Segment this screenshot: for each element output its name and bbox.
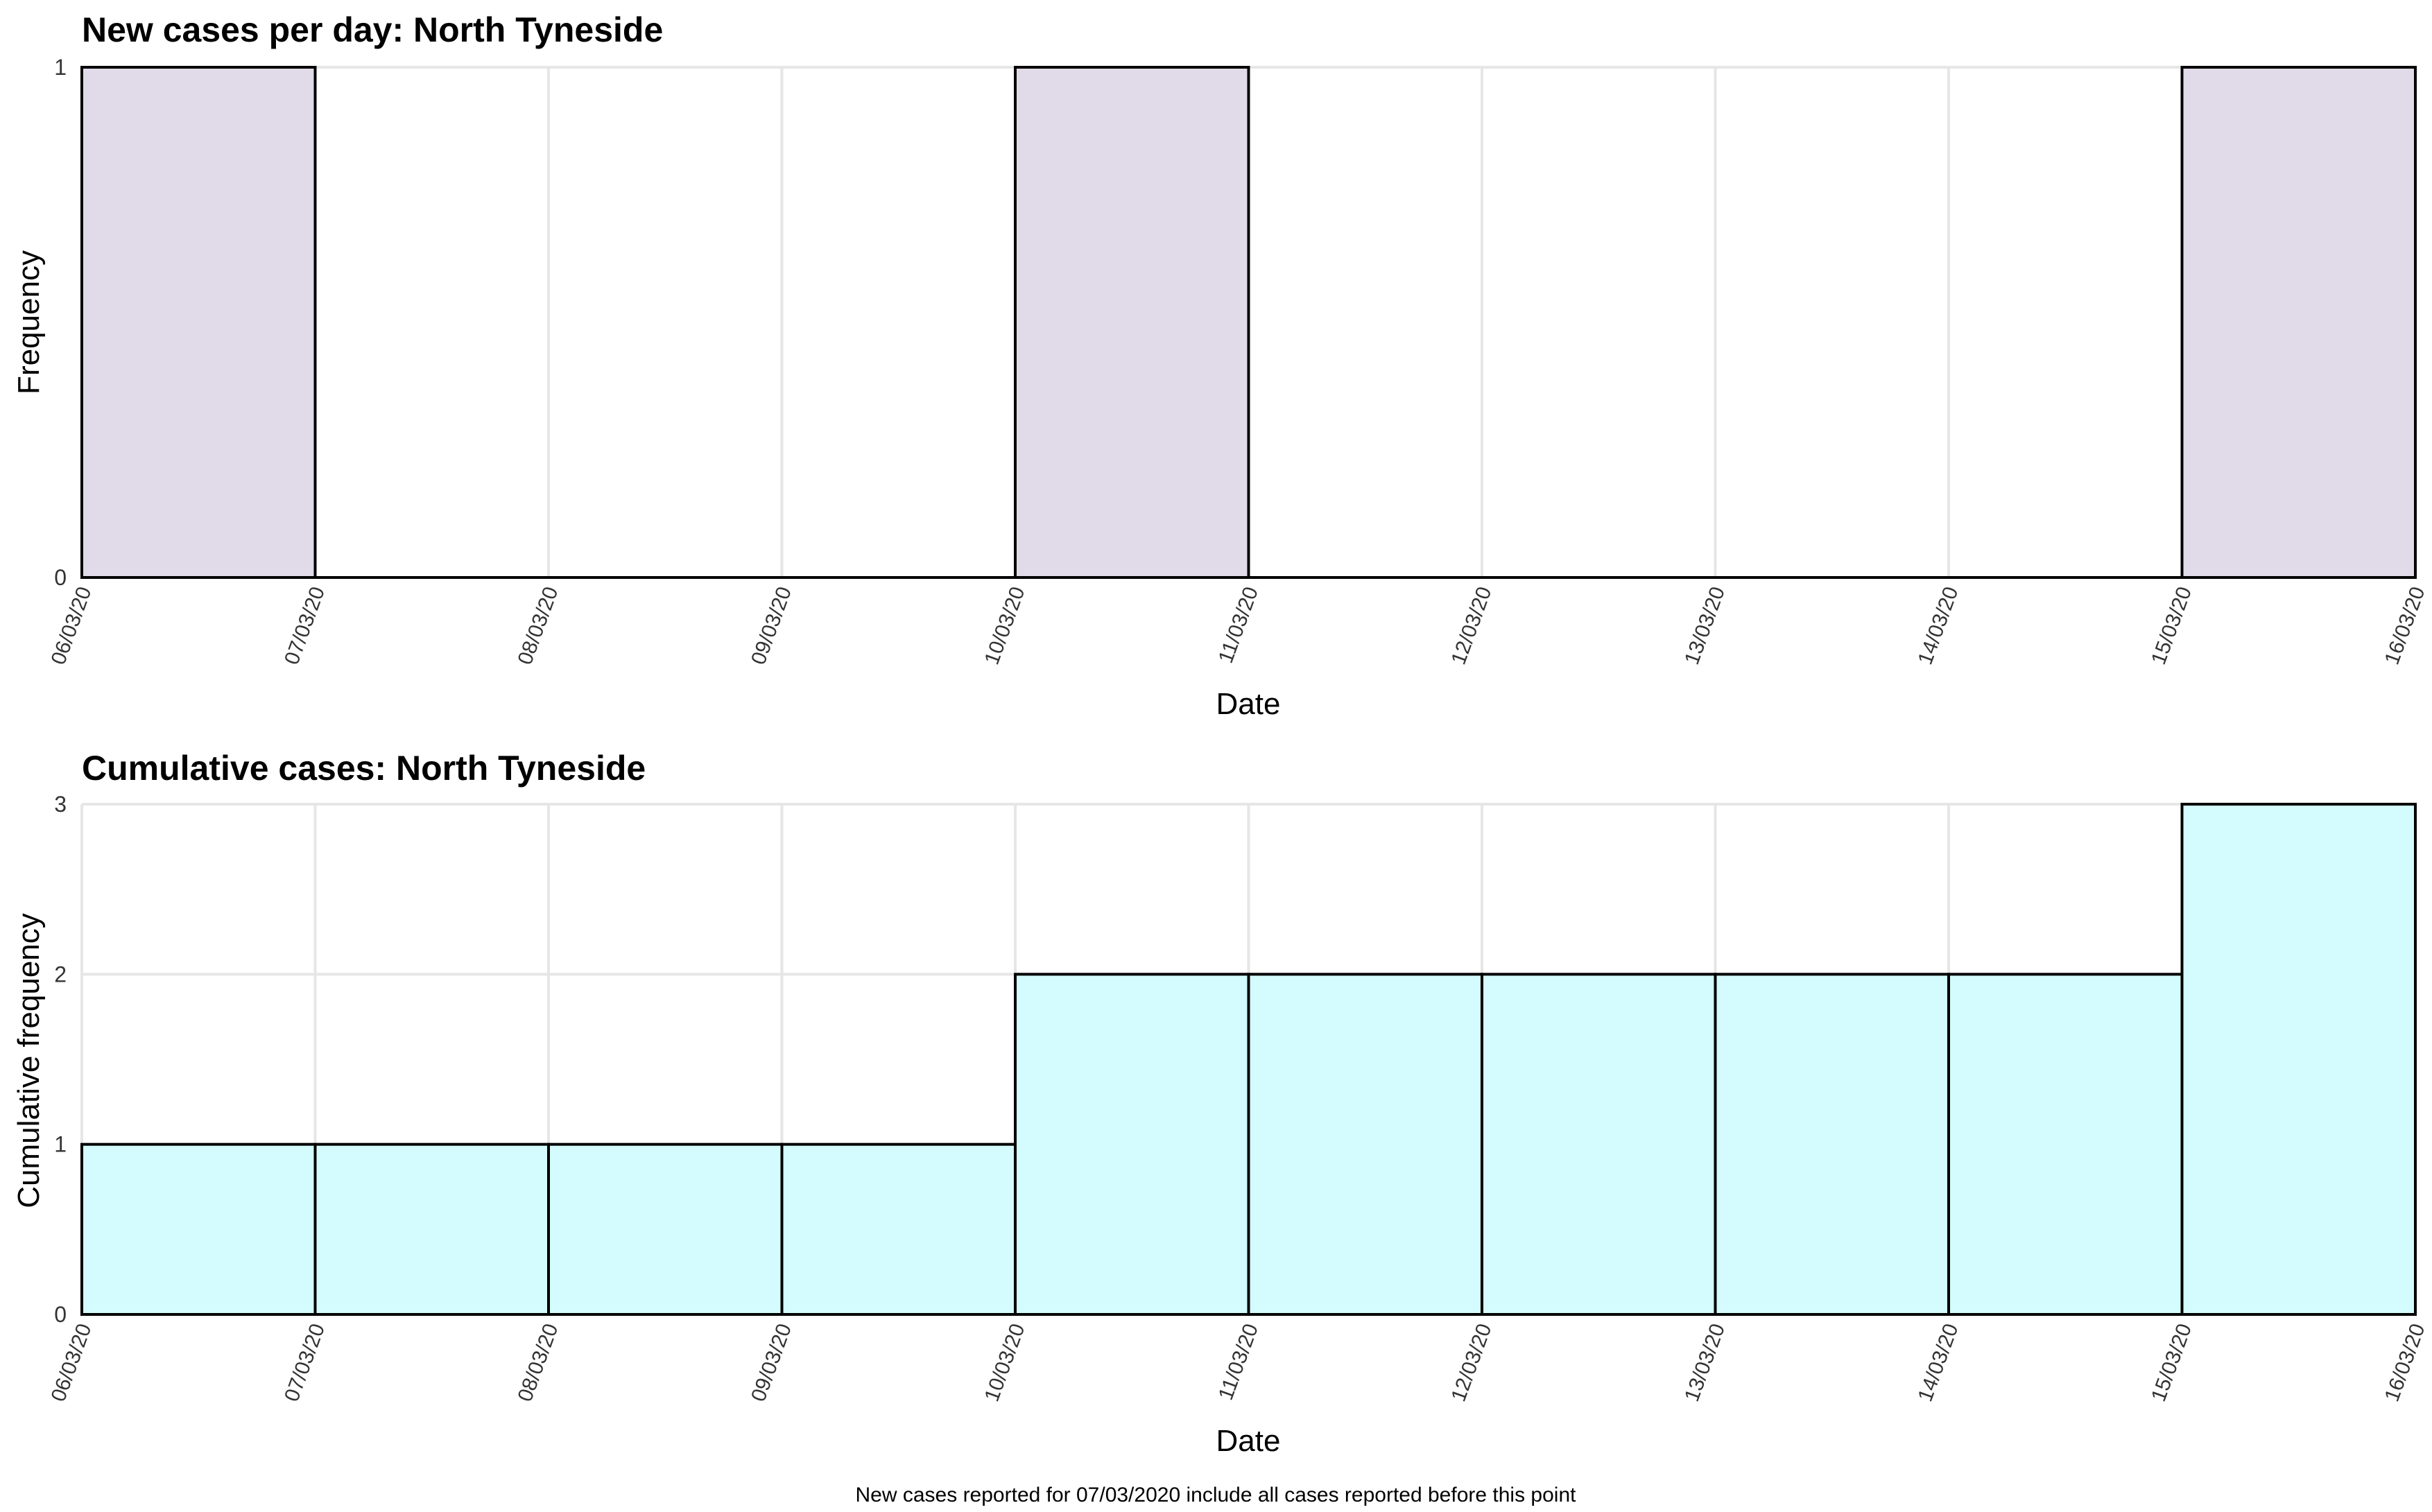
cumulative-cases-y-tick-label: 3 — [54, 792, 67, 817]
new-cases-y-axis-title: Frequency — [12, 250, 46, 394]
cumulative-cases-x-tick-label: 08/03/20 — [514, 1321, 563, 1405]
cumulative-cases-y-tick-label: 2 — [54, 962, 67, 987]
new-cases-bar — [80, 66, 317, 579]
new-cases-x-tick-label: 14/03/20 — [1914, 584, 1963, 668]
new-cases-chart-title: New cases per day: North Tyneside — [82, 10, 663, 49]
new-cases-y-ticks: 01 — [54, 55, 67, 590]
new-cases-bar — [1014, 66, 1250, 579]
cumulative-cases-y-tick-label: 0 — [54, 1302, 67, 1327]
cumulative-cases-chart: Cumulative cases: North Tyneside 0 1 2 3 06… — [12, 749, 2430, 1458]
new-cases-x-tick-label: 13/03/20 — [1680, 584, 1730, 668]
cumulative-cases-x-tick-label: 09/03/20 — [747, 1321, 796, 1405]
cumulative-cases-x-tick-label: 07/03/20 — [280, 1321, 329, 1405]
cumulative-cases-x-tick-label: 13/03/20 — [1680, 1321, 1730, 1405]
cumulative-cases-bar — [1947, 973, 2184, 1317]
cumulative-cases-bar — [313, 1142, 550, 1316]
cumulative-cases-bar — [1714, 973, 1950, 1317]
cumulative-cases-bar — [1481, 973, 1717, 1317]
cumulative-cases-bar — [1247, 973, 1483, 1317]
cumulative-cases-bar — [547, 1142, 784, 1316]
new-cases-x-tick-label: 08/03/20 — [514, 584, 563, 668]
new-cases-x-ticks: 06/03/20 07/03/20 08/03/20 09/03/20 10/03/20… — [47, 584, 2430, 668]
new-cases-x-tick-label: 06/03/20 — [47, 584, 96, 668]
new-cases-x-tick-label: 09/03/20 — [747, 584, 796, 668]
new-cases-y-tick-label: 0 — [54, 565, 67, 590]
cumulative-cases-bar — [80, 1142, 317, 1316]
new-cases-chart: New cases per day: North Tyneside 01 06/… — [12, 10, 2430, 721]
new-cases-x-tick-label: 10/03/20 — [981, 584, 1030, 668]
cumulative-cases-x-axis-title: Date — [1216, 1424, 1281, 1458]
cumulative-cases-x-tick-label: 06/03/20 — [47, 1321, 96, 1405]
new-cases-bars — [80, 66, 2417, 579]
cumulative-cases-chart-title: Cumulative cases: North Tyneside — [82, 749, 646, 788]
cumulative-cases-x-tick-label: 14/03/20 — [1914, 1321, 1963, 1405]
new-cases-y-tick-label: 1 — [54, 55, 67, 80]
cumulative-cases-x-ticks: 06/03/20 07/03/20 08/03/20 09/03/20 10/03/20… — [47, 1321, 2430, 1405]
new-cases-bar — [2180, 66, 2417, 579]
cumulative-cases-x-tick-label: 15/03/20 — [2147, 1321, 2196, 1405]
cumulative-cases-x-tick-label: 10/03/20 — [981, 1321, 1030, 1405]
new-cases-x-tick-label: 07/03/20 — [280, 584, 329, 668]
cumulative-cases-y-axis-title: Cumulative frequency — [12, 913, 46, 1208]
new-cases-x-axis-title: Date — [1216, 687, 1281, 721]
cumulative-cases-bar — [780, 1142, 1017, 1316]
new-cases-x-tick-label: 11/03/20 — [1214, 584, 1263, 666]
cumulative-cases-bar — [2180, 803, 2417, 1316]
caption-note: New cases reported for 07/03/2020 includ… — [856, 1484, 1577, 1506]
new-cases-x-tick-label: 15/03/20 — [2147, 584, 2196, 668]
cumulative-cases-x-tick-label: 16/03/20 — [2381, 1321, 2430, 1405]
cumulative-cases-y-ticks: 0 1 2 3 — [54, 792, 67, 1327]
cumulative-cases-bar — [1014, 973, 1250, 1317]
new-cases-x-tick-label: 12/03/20 — [1447, 584, 1497, 668]
cumulative-cases-x-tick-label: 11/03/20 — [1214, 1321, 1263, 1403]
cumulative-cases-bars — [80, 803, 2417, 1317]
cumulative-cases-x-tick-label: 12/03/20 — [1447, 1321, 1497, 1405]
cumulative-cases-y-tick-label: 1 — [54, 1132, 67, 1157]
new-cases-x-tick-label: 16/03/20 — [2381, 584, 2430, 668]
